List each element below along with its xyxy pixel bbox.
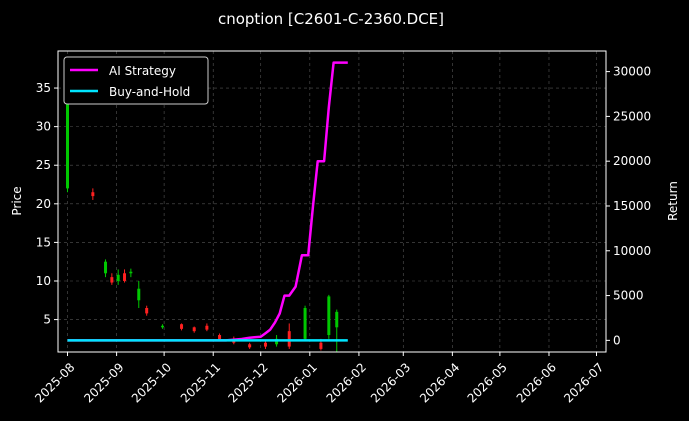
x-tick-label: 2025-09 bbox=[81, 360, 126, 405]
y-tick-label: 25 bbox=[36, 158, 51, 172]
candle-body bbox=[303, 308, 307, 339]
y-axis-right: 0 5000 10000 15000 20000 25000 30000 bbox=[606, 65, 651, 347]
candle-body bbox=[180, 324, 184, 329]
candle-body bbox=[145, 308, 149, 314]
candle-body bbox=[66, 88, 70, 189]
candle-body bbox=[137, 288, 141, 301]
candle-body bbox=[319, 342, 323, 349]
y2-tick-label: 10000 bbox=[613, 244, 651, 258]
y-tick-label: 30 bbox=[36, 120, 51, 134]
legend-label-buy-and-hold: Buy-and-Hold bbox=[109, 85, 190, 99]
legend-box bbox=[63, 56, 209, 105]
y2-tick-label: 20000 bbox=[613, 154, 651, 168]
y2-tick-label: 5000 bbox=[613, 289, 644, 303]
y-tick-label: 15 bbox=[36, 235, 51, 249]
y2-axis-title: Return bbox=[666, 181, 680, 221]
candle-body bbox=[129, 271, 133, 274]
x-tick-label: 2026-04 bbox=[417, 360, 462, 405]
candle-body bbox=[327, 296, 331, 336]
x-tick-label: 2025-08 bbox=[32, 360, 77, 405]
series-lines bbox=[67, 61, 348, 342]
candle-body bbox=[335, 311, 339, 328]
chart-title: cnoption [C2601-C-2360.DCE] bbox=[218, 10, 444, 28]
candle-body bbox=[104, 261, 108, 274]
y2-tick-label: 25000 bbox=[613, 109, 651, 123]
x-tick-label: 2025-11 bbox=[178, 360, 223, 405]
y-tick-label: 5 bbox=[43, 313, 51, 327]
series-line-ai-strategy bbox=[67, 61, 348, 342]
x-tick-label: 2025-12 bbox=[225, 360, 270, 405]
y-tick-label: 35 bbox=[36, 81, 51, 95]
candle-body bbox=[218, 335, 222, 340]
grid bbox=[58, 51, 606, 352]
candle-body bbox=[248, 344, 252, 348]
x-tick-label: 2026-02 bbox=[324, 360, 369, 405]
candlesticks bbox=[66, 80, 339, 352]
x-tick-label: 2026-05 bbox=[465, 360, 510, 405]
x-axis: 2025-08 2025-09 2025-10 2025-11 2025-12 2026-… bbox=[32, 352, 607, 406]
candle-body bbox=[161, 325, 165, 328]
candle-body bbox=[192, 327, 196, 332]
y-axis-title: Price bbox=[10, 186, 24, 215]
x-tick-label: 2026-07 bbox=[561, 360, 606, 405]
legend: AI Strategy Buy-and-Hold bbox=[63, 56, 209, 105]
y-tick-label: 20 bbox=[36, 197, 51, 211]
candle-body bbox=[110, 277, 114, 283]
legend-label-ai-strategy: AI Strategy bbox=[109, 64, 176, 78]
x-tick-label: 2025-10 bbox=[129, 360, 174, 405]
y2-tick-label: 30000 bbox=[613, 65, 651, 79]
plot-frame bbox=[57, 50, 607, 353]
candle-body bbox=[205, 325, 209, 330]
candle-body bbox=[116, 274, 120, 281]
y-axis-left: 5 10 15 20 25 30 35 bbox=[36, 81, 58, 327]
x-tick-label: 2026-01 bbox=[275, 360, 320, 405]
x-tick-label: 2026-06 bbox=[514, 360, 559, 405]
y2-tick-label: 15000 bbox=[613, 199, 651, 213]
y-tick-label: 10 bbox=[36, 274, 51, 288]
candle-body bbox=[91, 192, 95, 197]
x-tick-label: 2026-03 bbox=[368, 360, 413, 405]
candle-body bbox=[287, 331, 291, 347]
candle-body bbox=[123, 273, 127, 281]
candle-body bbox=[263, 342, 267, 347]
y2-tick-label: 0 bbox=[613, 333, 621, 347]
